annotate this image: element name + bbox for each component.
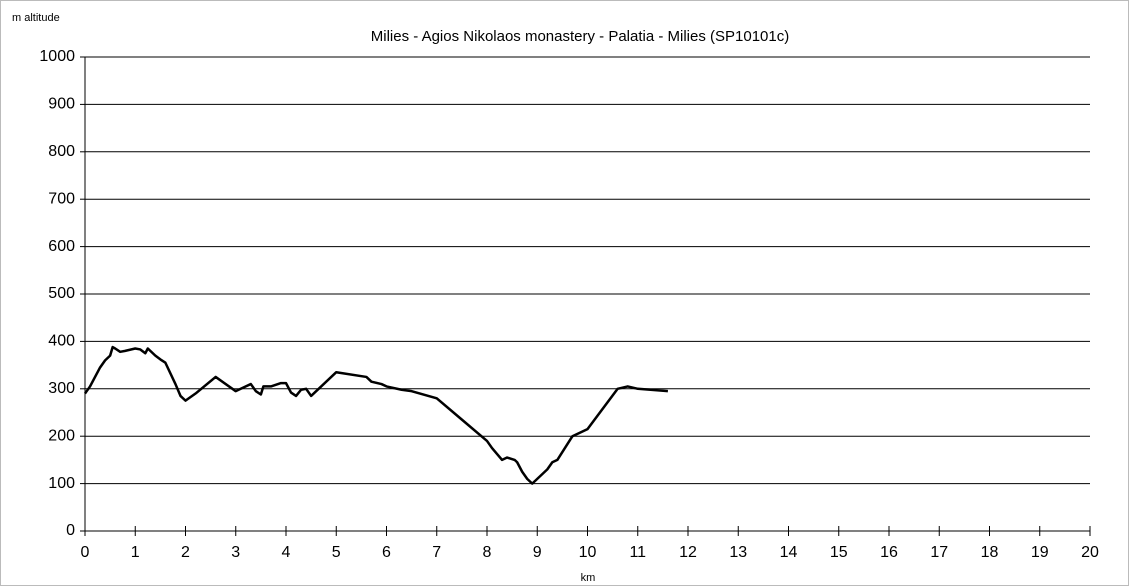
y-tick-label: 1000 bbox=[39, 48, 75, 65]
y-tick-label: 900 bbox=[48, 96, 75, 113]
x-tick-label: 19 bbox=[1031, 544, 1049, 561]
chart-title: Milies - Agios Nikolaos monastery - Pala… bbox=[371, 28, 789, 45]
y-tick-label: 500 bbox=[48, 285, 75, 302]
x-tick-label: 4 bbox=[282, 544, 291, 561]
x-tick-label: 15 bbox=[830, 544, 848, 561]
x-tick-label: 9 bbox=[533, 544, 542, 561]
x-tick-label: 0 bbox=[81, 544, 90, 561]
x-tick-label: 11 bbox=[629, 544, 646, 561]
x-tick-label: 6 bbox=[382, 544, 391, 561]
x-axis-label: km bbox=[581, 572, 596, 584]
x-tick-label: 18 bbox=[981, 544, 999, 561]
y-axis-label: m altitude bbox=[12, 12, 60, 24]
y-tick-label: 400 bbox=[48, 333, 75, 350]
x-tick-label: 13 bbox=[729, 544, 747, 561]
x-tick-label: 20 bbox=[1081, 544, 1099, 561]
x-tick-label: 3 bbox=[231, 544, 240, 561]
x-tick-label: 8 bbox=[483, 544, 492, 561]
y-tick-label: 100 bbox=[48, 475, 75, 492]
x-tick-label: 5 bbox=[332, 544, 341, 561]
y-tick-label: 700 bbox=[48, 190, 75, 207]
y-tick-label: 0 bbox=[66, 522, 75, 539]
x-tick-label: 1 bbox=[131, 544, 140, 561]
x-tick-label: 16 bbox=[880, 544, 898, 561]
y-tick-label: 200 bbox=[48, 427, 75, 444]
x-tick-label: 10 bbox=[579, 544, 597, 561]
x-tick-label: 14 bbox=[780, 544, 798, 561]
y-tick-label: 800 bbox=[48, 143, 75, 160]
x-tick-label: 12 bbox=[679, 544, 697, 561]
x-tick-label: 2 bbox=[181, 544, 190, 561]
y-tick-label: 600 bbox=[48, 238, 75, 255]
x-tick-label: 17 bbox=[930, 544, 948, 561]
elevation-line bbox=[83, 345, 668, 485]
x-tick-label: 7 bbox=[432, 544, 441, 561]
y-tick-label: 300 bbox=[48, 380, 75, 397]
